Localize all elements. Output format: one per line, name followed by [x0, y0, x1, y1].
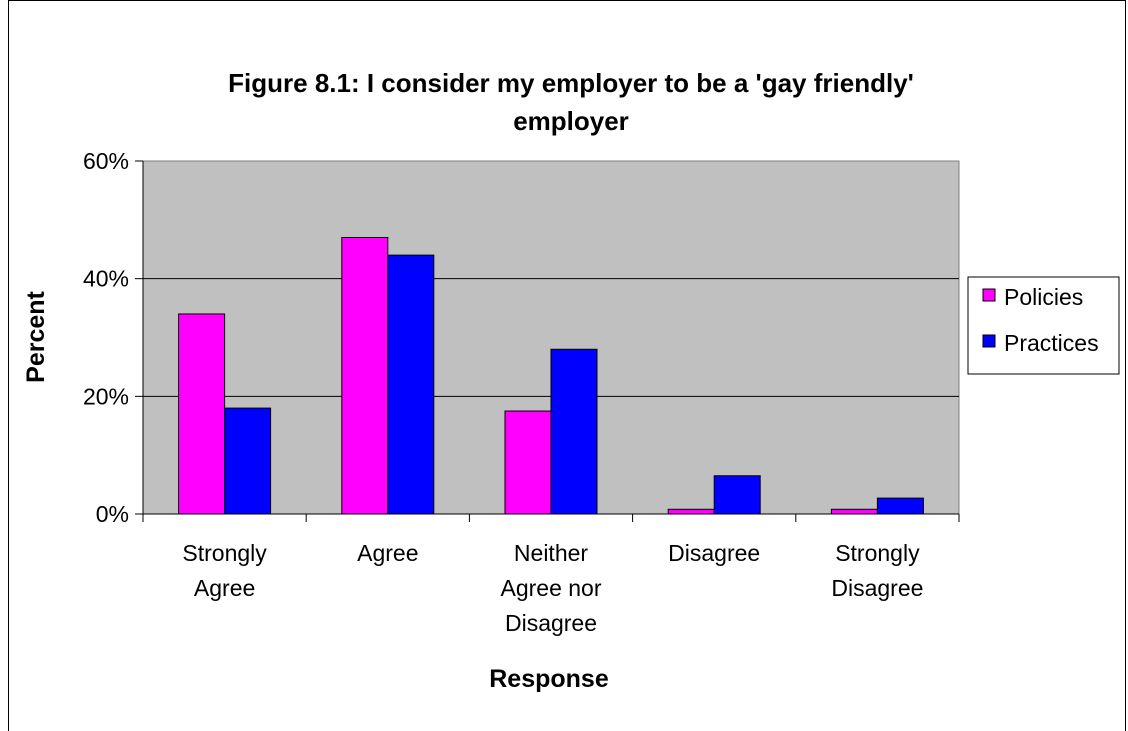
y-tick-label: 60%	[83, 148, 129, 174]
x-tick-label: Strongly	[835, 540, 920, 566]
bars	[178, 236, 924, 515]
legend-label-policies: Policies	[1004, 284, 1083, 310]
bar-practices-2	[550, 348, 598, 515]
x-tick-label: Neither	[514, 540, 588, 566]
bar-policies-0	[178, 313, 226, 515]
bar-policies-2	[504, 410, 552, 515]
bar-policies-4	[830, 508, 878, 515]
bar-policies-3	[667, 508, 715, 515]
y-tick-labels: 0% 20% 40% 60%	[83, 148, 129, 527]
x-axis-title: Response	[489, 665, 609, 693]
x-tick-label: Disagree	[505, 610, 597, 636]
x-tick-labels: Strongly Agree Agree Neither Agree nor Disagr…	[182, 540, 923, 636]
chart-title-line-1: Figure 8.1: I consider my employer to be…	[228, 68, 914, 98]
bar-practices-3	[713, 475, 761, 515]
x-tick-label: Disagree	[668, 540, 760, 566]
y-tick-label: 0%	[96, 501, 129, 527]
x-tick-label: Agree	[357, 540, 418, 566]
bar-practices-4	[876, 497, 924, 515]
bar-practices-1	[387, 254, 435, 515]
legend-swatch-policies	[982, 288, 996, 302]
x-tick-label: Strongly	[182, 540, 267, 566]
chart-frame	[8, 0, 1126, 731]
y-tick-label: 40%	[83, 266, 129, 292]
x-tick-label: Disagree	[831, 575, 923, 601]
legend: Policies Practices	[967, 276, 1120, 375]
bar-policies-1	[341, 236, 389, 515]
legend-swatch-practices	[982, 334, 996, 348]
x-tick-label: Agree	[194, 575, 255, 601]
y-axis-title: Percent	[22, 290, 50, 382]
x-tick-label: Agree nor	[500, 575, 601, 601]
legend-label-practices: Practices	[1004, 330, 1099, 356]
bar-practices-0	[224, 407, 272, 515]
y-tick-label: 20%	[83, 383, 129, 409]
axes	[135, 160, 960, 522]
chart-title-line-2: employer	[513, 106, 629, 136]
